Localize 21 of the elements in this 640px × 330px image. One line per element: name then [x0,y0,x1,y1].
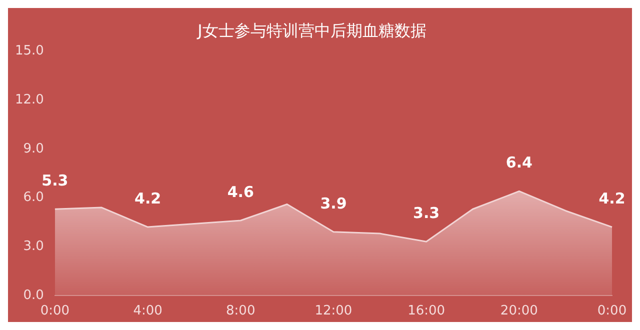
x-tick-label: 0:00 [597,304,627,319]
data-label: 4.2 [134,189,162,208]
x-tick-label: 0:00 [40,304,70,319]
data-label: 5.3 [42,172,68,190]
x-tick-label: 4:00 [133,304,162,319]
y-tick-label: 6.0 [23,190,44,206]
y-tick-label: 3.0 [23,238,44,254]
data-label: 4.6 [227,182,254,201]
data-label: 6.4 [506,154,532,172]
y-tick-label: 15.0 [14,44,44,59]
x-tick-label: 8:00 [226,304,256,319]
y-tick-label: 12.0 [14,92,44,108]
data-label: 3.9 [320,194,347,212]
y-tick-label: 0.0 [23,288,44,303]
y-tick-label: 9.0 [23,141,44,156]
x-tick-label: 12:00 [314,304,352,319]
x-tick-label: 16:00 [408,304,446,319]
data-label: 4.2 [598,189,626,208]
x-tick-label: 20:00 [500,304,538,319]
chart-title: J女士参与特训营中后期血糖数据 [196,20,426,40]
data-label: 3.3 [413,204,440,222]
